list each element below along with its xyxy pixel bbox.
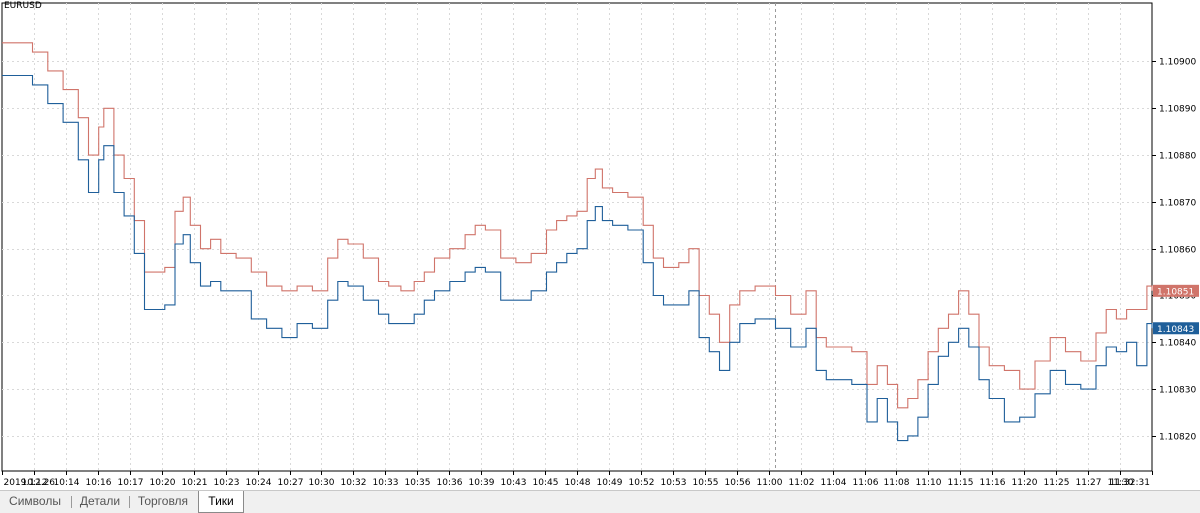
x-tick-label: 10:24 bbox=[246, 478, 272, 488]
x-tick-label: 10:12 bbox=[22, 478, 48, 488]
x-tick-label: 10:53 bbox=[661, 478, 687, 488]
x-tick-label: 11:06 bbox=[853, 478, 879, 488]
ask-last-price-label: 1.10851 bbox=[1157, 287, 1194, 297]
x-tick-label: 10:55 bbox=[693, 478, 719, 488]
x-tick-label: 10:23 bbox=[214, 478, 240, 488]
tab-details[interactable]: Детали bbox=[79, 494, 121, 508]
tick-chart[interactable]: EURUSD 1.10900 1.10890 1.10880 1.10870 1.108… bbox=[0, 0, 1200, 490]
y-tick-label: 1.10900 bbox=[1159, 58, 1196, 68]
x-tick-label: 11:08 bbox=[884, 478, 910, 488]
y-tick-label: 1.10870 bbox=[1159, 199, 1196, 209]
x-tick-label: 10:16 bbox=[86, 478, 112, 488]
tab-separator bbox=[129, 496, 130, 508]
ask-last-price-badge bbox=[1153, 284, 1199, 297]
bid-price-line bbox=[2, 74, 1153, 442]
symbol-label: EURUSD bbox=[4, 1, 42, 11]
x-tick-label: 11:27 bbox=[1076, 478, 1102, 488]
x-tick-label: 10:36 bbox=[437, 478, 463, 488]
x-tick-label: 11:16 bbox=[980, 478, 1006, 488]
x-tick-label: 2019.12.26 bbox=[4, 478, 56, 488]
chart-svg: 1.10900 1.10890 1.10880 1.10870 1.10860 1.108… bbox=[1, 2, 1199, 488]
x-tick-label: 10:32 bbox=[341, 478, 367, 488]
tab-symbols[interactable]: Символы bbox=[9, 494, 61, 508]
x-tick-label: 11:04 bbox=[821, 478, 847, 488]
x-tick-label: 11:15 bbox=[948, 478, 974, 488]
y-tick-label: 1.10860 bbox=[1159, 246, 1196, 256]
tab-separator bbox=[71, 496, 72, 508]
x-tick-label: 10:56 bbox=[725, 478, 751, 488]
x-tick-label: 10:17 bbox=[118, 478, 144, 488]
x-tick-label: 11:02 bbox=[789, 478, 815, 488]
ask-price-line bbox=[2, 42, 1153, 409]
y-tick-label: 1.10890 bbox=[1159, 105, 1196, 115]
x-tick-label: 10:39 bbox=[469, 478, 495, 488]
x-tick-label: 10:48 bbox=[565, 478, 591, 488]
x-tick-label: 10:52 bbox=[629, 478, 655, 488]
x-tick-label: 11:30 bbox=[1108, 478, 1134, 488]
x-tick-label: 11:32:31 bbox=[1110, 478, 1150, 488]
x-tick-label: 10:45 bbox=[533, 478, 559, 488]
x-tick-label: 10:20 bbox=[150, 478, 176, 488]
bid-last-price-label: 1.10843 bbox=[1157, 325, 1194, 335]
x-tick-label: 10:21 bbox=[182, 478, 208, 488]
x-tick-label: 10:49 bbox=[597, 478, 623, 488]
y-tick-label: 1.10840 bbox=[1159, 339, 1196, 349]
y-tick-label: 1.10880 bbox=[1159, 152, 1196, 162]
y-tick-label: 1.10830 bbox=[1159, 386, 1196, 396]
tab-trading[interactable]: Торговля bbox=[137, 494, 189, 508]
x-tick-label: 10:43 bbox=[501, 478, 527, 488]
x-tick-label: 10:33 bbox=[373, 478, 399, 488]
x-tick-label: 11:25 bbox=[1044, 478, 1070, 488]
x-tick-label: 10:27 bbox=[278, 478, 304, 488]
x-tick-label: 10:35 bbox=[405, 478, 431, 488]
tab-ticks[interactable]: Тики bbox=[198, 491, 244, 513]
x-tick-label: 11:00 bbox=[757, 478, 783, 488]
x-tick-label: 10:14 bbox=[54, 478, 80, 488]
y-tick-label: 1.10820 bbox=[1159, 433, 1196, 443]
bid-last-price-badge bbox=[1153, 322, 1199, 335]
x-tick-label: 10:30 bbox=[309, 478, 335, 488]
x-tick-label: 11:10 bbox=[916, 478, 942, 488]
x-tick-label: 11:20 bbox=[1012, 478, 1038, 488]
bottom-tab-bar: Символы Детали Торговля Тики bbox=[0, 490, 1200, 513]
